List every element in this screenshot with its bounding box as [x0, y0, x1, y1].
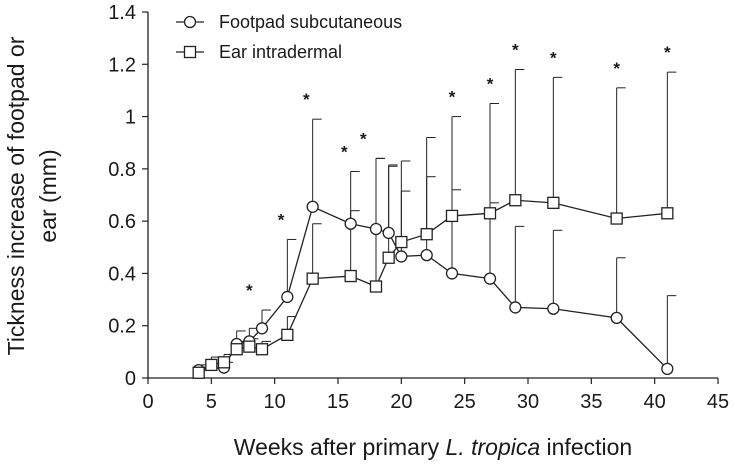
point-ear: [344, 269, 357, 283]
significance-star: *: [512, 41, 519, 60]
point-ear: [306, 272, 319, 285]
series-markers: [192, 194, 674, 379]
x-tick-label: 0: [142, 391, 153, 413]
point-ear: [217, 356, 231, 369]
point-ear: [192, 366, 205, 379]
point-footpad: [281, 290, 294, 304]
x-tick-label: 40: [644, 391, 666, 413]
significance-star: *: [550, 48, 557, 67]
significance-star: *: [303, 90, 310, 109]
x-tick-label: 25: [454, 391, 476, 413]
point-ear: [483, 207, 497, 220]
significance-star: *: [449, 88, 456, 107]
y-axis-title-line-1: Tickness increase of footpad or: [3, 36, 29, 355]
point-ear: [420, 228, 433, 241]
point-ear: [255, 343, 269, 356]
series-line-ear: [198, 199, 668, 374]
error-bars: [198, 69, 677, 373]
y-axis-title-line-2: ear (mm): [35, 149, 61, 242]
point-footpad: [509, 301, 522, 314]
x-tick-label: 20: [390, 391, 412, 413]
significance-star: *: [246, 281, 253, 300]
point-ear: [661, 207, 674, 220]
point-ear: [281, 328, 294, 342]
y-tick-label: 1.2: [108, 54, 136, 76]
legend-marker-footpad: [183, 15, 197, 29]
point-ear: [509, 194, 522, 207]
y-tick-label: 0.8: [108, 159, 136, 181]
point-footpad: [395, 250, 408, 263]
x-tick-label: 35: [580, 391, 602, 413]
x-tick-label: 10: [264, 391, 286, 413]
y-tick-label: 0.2: [108, 316, 136, 338]
significance-star: *: [613, 59, 620, 78]
legend-label-footpad: Footpad subcutaneous: [219, 12, 402, 32]
x-tick-label: 15: [327, 391, 349, 413]
significance-star: *: [664, 43, 671, 62]
significance-star: *: [278, 210, 285, 229]
point-ear: [610, 212, 623, 225]
point-footpad: [547, 302, 560, 315]
y-tick-label: 0.6: [108, 211, 136, 233]
legend-marker-ear: [183, 45, 197, 59]
point-footpad: [306, 200, 319, 213]
point-footpad: [445, 267, 459, 280]
significance-star: *: [487, 75, 494, 94]
legend: Footpad subcutaneous Ear intradermal: [176, 12, 402, 62]
point-footpad: [483, 272, 497, 285]
point-ear: [243, 340, 256, 353]
point-ear: [230, 343, 243, 356]
x-axis-title-part: infection: [540, 434, 632, 460]
x-axis-title-part: Weeks after primary: [234, 434, 446, 460]
point-ear: [547, 196, 560, 209]
legend-label-ear: Ear intradermal: [219, 42, 342, 62]
point-ear: [445, 209, 459, 223]
significance-star: *: [341, 142, 348, 161]
x-tick-label: 30: [517, 391, 539, 413]
axes: [147, 12, 718, 379]
x-axis-title-species: L. tropica: [446, 434, 541, 460]
point-ear: [395, 235, 408, 249]
point-footpad: [344, 217, 357, 230]
point-footpad: [661, 362, 674, 376]
y-tick-label: 1: [125, 107, 136, 129]
point-footpad: [382, 226, 395, 240]
y-tick-label: 0.4: [108, 263, 136, 285]
significance-star: *: [360, 129, 367, 148]
point-footpad: [369, 222, 383, 236]
point-ear: [369, 280, 383, 293]
y-tick-label: 1.4: [108, 2, 136, 24]
x-tick-label: 45: [707, 391, 729, 413]
x-tick-label: 5: [206, 391, 217, 413]
axis-ticks: 0 5 10 15 20 25 30 35 40 45 0 0.2 0.4 0.6 0.8 1 1.2 1.4: [108, 2, 729, 413]
point-ear: [205, 358, 218, 372]
point-ear: [382, 251, 395, 264]
significance-markers: * * * * * * * * * * *: [246, 41, 671, 301]
series-lines: [198, 199, 668, 374]
point-footpad: [255, 322, 269, 335]
x-axis-title: Weeks after primary L. tropica infection: [234, 434, 632, 460]
point-footpad: [610, 311, 623, 325]
point-footpad: [420, 248, 433, 262]
y-tick-label: 0: [125, 368, 136, 390]
